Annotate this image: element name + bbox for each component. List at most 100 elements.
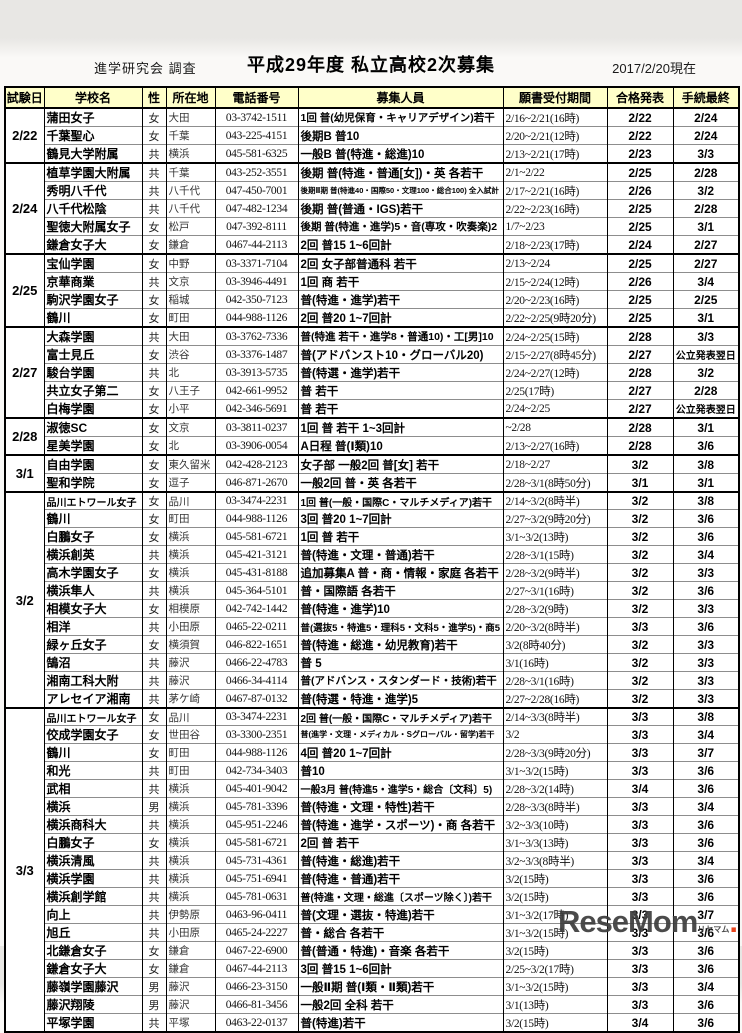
- cell-period: 3/2(15時): [502, 941, 608, 960]
- cell-location: 藤沢: [165, 995, 216, 1014]
- cell-location: 横浜: [165, 563, 216, 582]
- cell-recruitment: 普(特進・文理・普通)若干: [297, 545, 504, 564]
- cell-announce-date: 2/28: [606, 417, 674, 437]
- cell-period: 2/15~2/24(12時): [502, 272, 608, 291]
- cell-recruitment: 2回 女子部普通科 若干: [297, 253, 504, 273]
- cell-period: 2/1~2/22: [502, 162, 608, 182]
- cell-announce-date: 3/3: [606, 797, 674, 816]
- cell-school: 白鵬女子: [43, 833, 143, 852]
- cell-gender: 女: [141, 399, 167, 418]
- cell-phone: 0467-22-6900: [214, 941, 299, 960]
- cell-gender: 共: [141, 617, 167, 636]
- cell-recruitment: 普(特進・進学・スポーツ)・商 各若干: [297, 815, 504, 834]
- cell-school: 湘南工科大附: [43, 671, 143, 690]
- cell-gender: 共: [141, 869, 167, 888]
- table-row: 2/22 蒲田女子女大田 03-3742-1511 1回 普(幼児保育・キャリアデザイ…: [4, 107, 740, 163]
- col-header-app-period: 願書受付期間: [502, 86, 608, 109]
- cell-phone: 047-392-8111: [214, 217, 299, 236]
- cell-period: 2/14~3/2(8時半): [502, 491, 608, 510]
- cell-final-date: 3/6: [672, 815, 740, 834]
- cell-location: 相模原: [165, 599, 216, 618]
- cell-period: 3/1~3/2(15時): [502, 977, 608, 996]
- cell-phone: 0467-87-0132: [214, 689, 299, 708]
- cell-gender: 女: [141, 436, 167, 455]
- table-row: 横浜男横浜 045-781-3396 普(特進・文理・特性)若干 2/28~3/3(8…: [5, 797, 740, 816]
- cell-final-date: 3/1: [672, 417, 740, 437]
- cell-announce-date: 3/2: [606, 545, 674, 564]
- table-row: 千葉聖心女千葉 043-225-4151 後期B 普10 2/20~2/21(12時)…: [5, 126, 740, 145]
- cell-gender: 共: [141, 1013, 167, 1032]
- watermark-dot: .: [729, 904, 738, 939]
- cell-school: 緑ヶ丘女子: [43, 635, 143, 654]
- cell-announce-date: 3/3: [606, 851, 674, 870]
- cell-location: 松戸: [165, 217, 216, 236]
- cell-school: 横浜創学館: [43, 887, 143, 906]
- cell-period: 2/28~3/2(14時): [502, 779, 608, 798]
- table-row: 白梅学園女小平 042-346-5691 普 若干 2/24~2/25 2/27 公立発表…: [5, 399, 740, 418]
- cell-exam-date: 2/28: [4, 417, 45, 455]
- cell-recruitment: 2回 普(一般・国際C・マルチメディア)若干: [297, 707, 504, 726]
- cell-recruitment: 普(特選・進学)若干: [297, 363, 504, 382]
- cell-school: 秀明八千代: [43, 181, 143, 200]
- cell-phone: 0465-22-0211: [214, 617, 299, 636]
- cell-location: 小田原: [165, 617, 216, 636]
- table-row: 横浜学園共横浜 045-751-6941 普(特進・普通)若干 3/2(15時) 3/3…: [5, 869, 740, 888]
- col-header-recruitment: 募集人員: [297, 86, 504, 109]
- cell-recruitment: 後期B 普10: [297, 126, 504, 145]
- cell-announce-date: 3/2: [606, 635, 674, 654]
- table-row: 白鵬女子女横浜 045-581-6721 1回 普 若干 3/1~3/2(13時) 3/…: [5, 527, 740, 546]
- cell-phone: 042-742-1442: [214, 599, 299, 618]
- cell-location: 千葉: [165, 162, 216, 182]
- table-row: 2/24 植草学園大附属共千葉 043-252-3551 後期 普(特進・普通[女])…: [4, 162, 740, 254]
- cell-gender: 共: [141, 272, 167, 291]
- cell-gender: 共: [141, 671, 167, 690]
- cell-final-date: 2/27: [672, 235, 740, 254]
- cell-announce-date: 2/26: [606, 272, 674, 291]
- cell-period: 2/28~3/2(9時半): [502, 563, 608, 582]
- cell-school: 品川エトワール女子: [43, 707, 143, 726]
- cell-gender: 共: [141, 779, 167, 798]
- cell-location: 横浜: [165, 144, 216, 163]
- cell-period: 3/2~3/3(10時): [502, 815, 608, 834]
- cell-location: 横浜: [165, 779, 216, 798]
- table-row: 横浜創学館共横浜 045-781-0631 普(特進・文理・総進〔スポーツ除く〕)若…: [5, 887, 740, 906]
- cell-school: 鶴川: [43, 743, 143, 762]
- table-row: 八千代松陰共八千代 047-482-1234 後期 普(普通・IGS)若干 2/22~…: [5, 199, 740, 218]
- cell-period: 2/16~2/21(16時): [502, 107, 608, 127]
- header-row: 試験日 学校名 性 所在地 電話番号 募集人員 願書受付期間 合格発表 手続最終: [4, 86, 740, 109]
- cell-phone: 03-3762-7336: [214, 326, 299, 346]
- cell-location: 藤沢: [165, 977, 216, 996]
- cell-recruitment: 普(アドバンスト10・グローバル20): [297, 345, 504, 364]
- cell-school: 鶴川: [43, 308, 143, 327]
- table-row: 鶴川女町田 044-988-1126 2回 普20 1~7回計 2/22~2/25(9…: [5, 308, 740, 327]
- cell-school: 白鵬女子: [43, 527, 143, 546]
- cell-recruitment: 普(特選・特進・進学)5: [297, 689, 504, 708]
- cell-announce-date: 2/24: [606, 235, 674, 254]
- cell-period: 2/20~3/2(8時半): [502, 617, 608, 636]
- cell-recruitment: 普・国際語 各若干: [297, 581, 504, 600]
- cell-final-date: 3/4: [672, 851, 740, 870]
- cell-recruitment: 普(特進)若干: [297, 1013, 504, 1032]
- table-row: 和光共町田 042-734-3403 普10 3/1~3/2(15時) 3/3 3/6: [5, 761, 740, 780]
- cell-period: 3/1~3/2(15時): [502, 923, 608, 942]
- cell-recruitment: 後期 普(特進・進学)5・音(専攻・吹奏楽)2: [297, 217, 504, 236]
- cell-final-date: 3/2: [672, 363, 740, 382]
- cell-location: 町田: [165, 308, 216, 327]
- cell-school: 武相: [43, 779, 143, 798]
- table-row: 駒沢学園女子女稲城 042-350-7123 普(特進・進学)若干 2/20~2/23…: [5, 290, 740, 309]
- cell-phone: 043-252-3551: [214, 162, 299, 182]
- cell-period: 3/1~3/2(15時): [502, 761, 608, 780]
- cell-school: 宝仙学園: [43, 253, 143, 273]
- cell-gender: 共: [141, 363, 167, 382]
- cell-period: 2/27~2/28(16時): [502, 689, 608, 708]
- cell-final-date: 3/3: [672, 653, 740, 672]
- watermark-text: ReseMom: [557, 904, 698, 939]
- cell-gender: 男: [141, 995, 167, 1014]
- cell-final-date: 2/25: [672, 290, 740, 309]
- cell-location: 町田: [165, 761, 216, 780]
- table-row: 富士見丘女渋谷 03-3376-1487 普(アドバンスト10・グローバル20) 2/…: [5, 345, 740, 364]
- cell-phone: 0463-22-0137: [214, 1013, 299, 1032]
- cell-final-date: 3/8: [672, 491, 740, 510]
- cell-period: 2/28~3/1(15時): [502, 545, 608, 564]
- cell-phone: 047-482-1234: [214, 199, 299, 218]
